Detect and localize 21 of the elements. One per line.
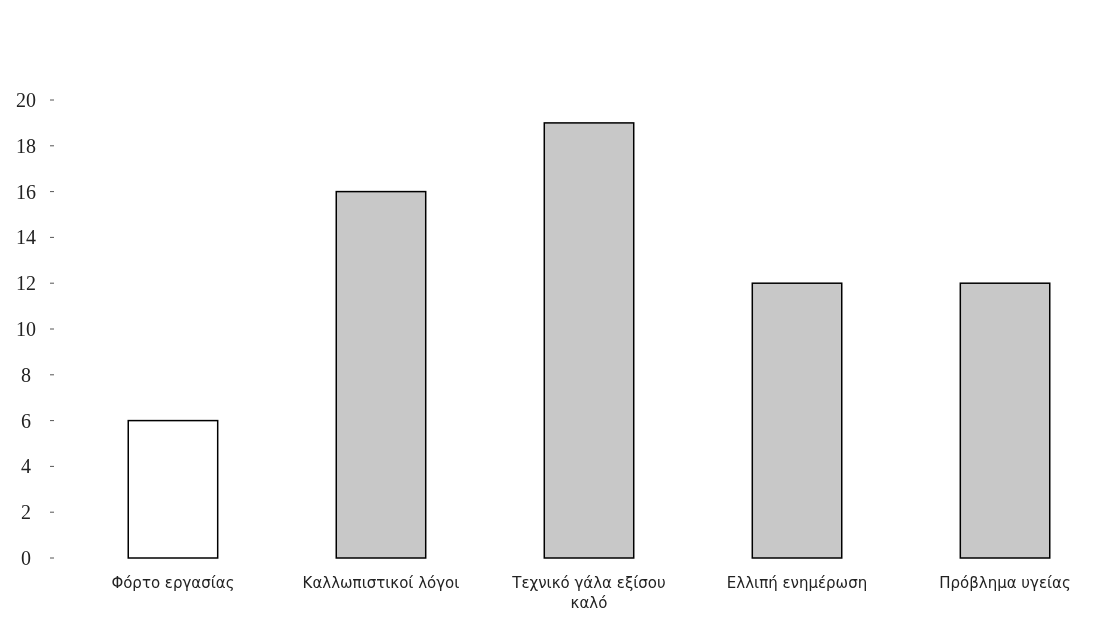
bar <box>127 419 219 559</box>
x-tick-label: Ελλιπή ενημέρωση <box>726 574 868 592</box>
bar <box>751 282 843 559</box>
y-tick-label: 12 <box>16 272 36 295</box>
x-tick-label: Τεχνικό γάλα εξίσου καλό <box>511 574 666 612</box>
x-tick-label: Πρόβλημα υγείας <box>939 574 1071 592</box>
x-tick-label: Φόρτο εργασίας <box>111 574 235 592</box>
y-tick-label: 18 <box>16 134 36 157</box>
x-tick-label: Καλλωπιστικοί λόγοι <box>302 574 460 592</box>
y-tick-label: 20 <box>16 89 36 111</box>
y-tick-label: 16 <box>16 180 36 203</box>
bar <box>543 122 635 559</box>
y-tick-label: 2 <box>21 501 31 524</box>
y-tick-label: 14 <box>16 226 36 249</box>
y-tick-label: 0 <box>21 547 31 569</box>
y-tick-label: 10 <box>16 318 36 340</box>
y-tick-label: 6 <box>21 409 31 432</box>
bar <box>335 190 427 559</box>
bar <box>959 282 1051 559</box>
y-tick-label: 4 <box>21 455 31 478</box>
y-tick-label: 8 <box>21 363 31 386</box>
